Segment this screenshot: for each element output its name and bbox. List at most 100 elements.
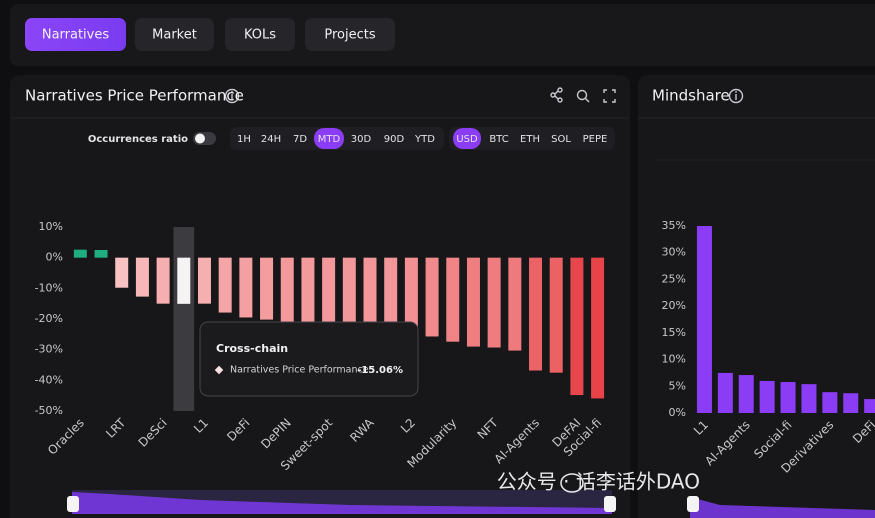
- y-tick-label: 10%: [662, 353, 686, 366]
- bar: [280, 257, 294, 323]
- currency-button[interactable]: PEPE: [583, 134, 608, 145]
- bar: [301, 257, 315, 323]
- bar: [843, 393, 859, 413]
- bar: [759, 380, 775, 413]
- y-tick-label: -50%: [35, 404, 63, 417]
- tab-label[interactable]: Market: [152, 28, 197, 43]
- bar: [570, 257, 584, 396]
- y-tick-label: -30%: [35, 343, 63, 356]
- toggle-knob: [195, 133, 205, 144]
- bar: [508, 257, 522, 351]
- tooltip-title: Cross-chain: [216, 342, 288, 355]
- bar: [177, 257, 191, 304]
- bar: [260, 257, 274, 320]
- period-button[interactable]: 1H: [237, 134, 251, 145]
- left-panel: [10, 75, 630, 518]
- tab[interactable]: [25, 18, 126, 51]
- bar: [717, 372, 733, 413]
- watermark: 公众号 · 话李话外DAO: [497, 470, 700, 494]
- tooltip-box: [199, 321, 419, 397]
- button-group: [449, 127, 615, 150]
- tab[interactable]: [135, 18, 214, 51]
- period-button[interactable]: 7D: [293, 134, 307, 145]
- bar: [864, 399, 875, 413]
- currency-button[interactable]: USD: [456, 134, 478, 145]
- period-active: [314, 128, 344, 149]
- info-icon[interactable]: [728, 88, 744, 104]
- info-icon[interactable]: [224, 88, 240, 104]
- chart-title: Narratives Price Performance: [25, 87, 244, 105]
- bar: [696, 226, 712, 413]
- bar: [738, 375, 754, 413]
- y-tick-label: -40%: [35, 373, 63, 386]
- info-dot: [735, 91, 737, 93]
- bar: [156, 257, 170, 304]
- bar: [801, 384, 817, 413]
- period-button[interactable]: 30D: [351, 134, 372, 145]
- bar: [822, 392, 838, 413]
- tooltip: Cross-chain Narratives Price Performance-…: [199, 321, 419, 397]
- bar: [549, 257, 563, 373]
- y-tick-label: 0%: [669, 406, 686, 419]
- bar: [384, 257, 398, 326]
- y-tick-label: 30%: [662, 246, 686, 259]
- period-button[interactable]: 24H: [261, 134, 281, 145]
- search-icon[interactable]: [576, 89, 590, 103]
- toggle-label: Occurrences ratio: [88, 134, 188, 145]
- panel-icons: [224, 87, 744, 104]
- bar: [446, 257, 460, 342]
- currency-button[interactable]: BTC: [489, 134, 508, 145]
- tab-label[interactable]: KOLs: [244, 28, 276, 43]
- y-tick-label: -20%: [35, 312, 63, 325]
- hover-column: [173, 227, 195, 411]
- tab-label[interactable]: Narratives: [42, 28, 110, 43]
- bar: [322, 257, 336, 324]
- bar: [342, 257, 356, 324]
- tooltip-marker: [214, 365, 224, 375]
- share-icon[interactable]: [550, 87, 563, 103]
- y-tick-label: 25%: [662, 272, 686, 285]
- tooltip-value: -15.06%: [357, 365, 403, 376]
- tooltip-series: Narratives Price Performance: [230, 365, 369, 376]
- slider-handle[interactable]: [604, 496, 616, 512]
- bar: [197, 257, 211, 304]
- bar: [73, 249, 87, 258]
- tab-bar: [10, 4, 875, 66]
- slider-preview: [72, 492, 612, 514]
- y-tick-label: 15%: [662, 326, 686, 339]
- watermark-icon: [560, 473, 584, 493]
- bar: [363, 257, 377, 326]
- bar: [404, 257, 418, 331]
- period-button[interactable]: 90D: [384, 134, 405, 145]
- chart-title: Mindshare: [652, 87, 730, 105]
- y-tick-label: 35%: [662, 219, 686, 232]
- tab[interactable]: [305, 18, 395, 51]
- y-tick-label: 10%: [39, 220, 63, 233]
- bar: [487, 257, 501, 348]
- bar: [239, 257, 253, 318]
- bar: [425, 257, 439, 337]
- info-dot: [231, 91, 233, 93]
- currency-active: [453, 128, 481, 149]
- slider-preview: [690, 497, 875, 518]
- period-button[interactable]: YTD: [414, 134, 435, 145]
- slider-handle[interactable]: [67, 496, 79, 512]
- bar: [466, 257, 480, 347]
- bar: [115, 257, 129, 288]
- currency-button[interactable]: SOL: [551, 134, 571, 145]
- y-tick-label: 0%: [46, 251, 63, 264]
- y-tick-label: 5%: [669, 379, 686, 392]
- period-button[interactable]: MTD: [318, 134, 341, 145]
- bar: [591, 257, 605, 399]
- bar: [780, 382, 796, 413]
- bar: [94, 250, 108, 258]
- tab[interactable]: [225, 18, 295, 51]
- tab-label[interactable]: Projects: [324, 28, 375, 43]
- slider-handle[interactable]: [687, 496, 699, 512]
- expand-icon[interactable]: [603, 89, 616, 103]
- y-tick-label: -10%: [35, 281, 63, 294]
- y-tick-label: 20%: [662, 299, 686, 312]
- bar: [529, 257, 543, 371]
- currency-button[interactable]: ETH: [520, 134, 540, 145]
